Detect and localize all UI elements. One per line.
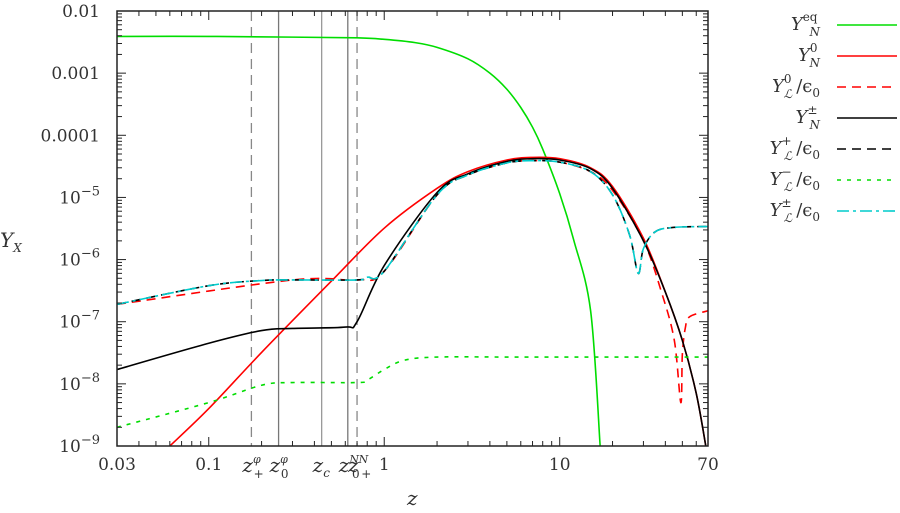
legend-item: Y+ ℒ/ϵ0 bbox=[770, 134, 897, 163]
x-axis-label: z bbox=[406, 486, 418, 510]
legend-label: Yeq N bbox=[791, 10, 821, 39]
special-tick-label-3: zN 0 bbox=[338, 453, 360, 481]
y-tick-label: 10−5 bbox=[59, 184, 100, 208]
series-line-3 bbox=[117, 157, 707, 446]
y-tick-label: 0.001 bbox=[51, 64, 100, 84]
y-tick-label: 10−8 bbox=[59, 371, 100, 395]
special-tick-label-4: zN + bbox=[347, 453, 371, 481]
x-tick-label: 1 bbox=[379, 455, 390, 475]
legend-label: Y0 N bbox=[798, 41, 821, 70]
y-tick-labels: 0.01 0.001 0.0001 10−5 10−6 10−7 10−8 10−9 bbox=[41, 2, 100, 457]
special-tick-label-1: zφ 0 bbox=[269, 453, 289, 481]
special-tick-label-2: zc bbox=[312, 453, 331, 480]
x-tick-labels: 0.03 0.1 1 10 70 bbox=[98, 455, 719, 475]
y-tick-label: 10−7 bbox=[59, 309, 100, 333]
x-tick-label: 0.1 bbox=[195, 455, 222, 475]
x-tick-label: 10 bbox=[549, 455, 571, 475]
y-tick-label: 0.0001 bbox=[41, 126, 100, 146]
legend-item: Y± ℒ/ϵ0 bbox=[770, 196, 897, 225]
plot-frame bbox=[116, 10, 709, 447]
series-line-4 bbox=[117, 159, 708, 306]
y-axis-label: YX bbox=[0, 228, 22, 255]
x-tick-label: 70 bbox=[697, 455, 719, 475]
legend-label: Y± ℒ/ϵ0 bbox=[770, 196, 820, 225]
legend-label: Y− ℒ/ϵ0 bbox=[770, 165, 820, 194]
legend-label: Y± N bbox=[796, 103, 821, 132]
y-tick-label: 0.01 bbox=[62, 2, 100, 22]
legend-item: Y0 ℒ/ϵ0 bbox=[772, 72, 897, 101]
plot-curves bbox=[117, 35, 708, 446]
series-line-0 bbox=[117, 35, 601, 446]
axis-ticks bbox=[116, 10, 709, 447]
y-tick-label: 10−6 bbox=[59, 247, 100, 271]
legend: Yeq NY0 NY0 ℒ/ϵ0Y± NY+ ℒ/ϵ0Y− ℒ/ϵ0Y± ℒ/ϵ0 bbox=[770, 10, 897, 225]
legend-item: Y− ℒ/ϵ0 bbox=[770, 165, 897, 194]
legend-label: Y+ ℒ/ϵ0 bbox=[770, 134, 820, 163]
series-line-6 bbox=[117, 159, 708, 306]
y-tick-label: 10−9 bbox=[59, 433, 100, 457]
legend-item: Y± N bbox=[796, 103, 897, 132]
x-tick-label: 0.03 bbox=[98, 455, 136, 475]
series-line-5 bbox=[117, 356, 708, 429]
legend-label: Y0 ℒ/ϵ0 bbox=[772, 72, 820, 101]
special-tick-labels: zφ + zφ 0 zc zN 0zN + bbox=[241, 453, 371, 481]
legend-item: Yeq N bbox=[791, 10, 897, 39]
special-tick-label-0: zφ + bbox=[241, 453, 263, 481]
special-z-lines bbox=[250, 11, 358, 446]
series-line-1 bbox=[169, 156, 707, 446]
legend-item: Y0 N bbox=[798, 41, 897, 70]
